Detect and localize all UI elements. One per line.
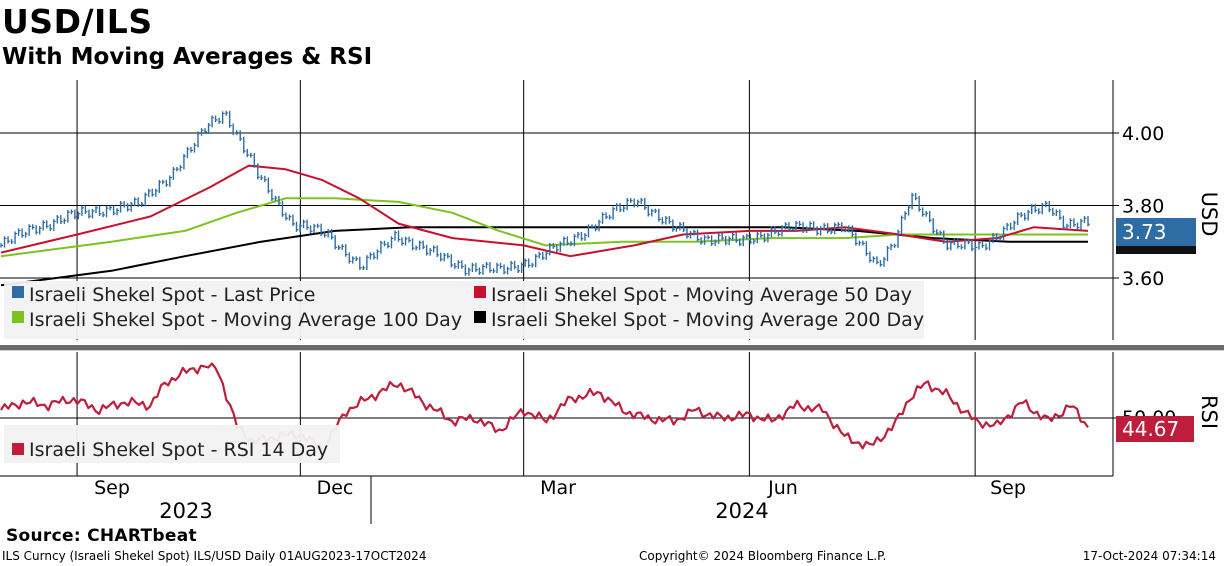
rsi-last-value: 44.67 [1122, 417, 1179, 441]
x-tick-label: Mar [540, 477, 576, 499]
price-axis-title: USD [1197, 192, 1221, 237]
price-last-value-box [1116, 218, 1196, 246]
legend-label: Israeli Shekel Spot - Moving Average 100… [29, 309, 462, 331]
price-last-value: 3.73 [1122, 220, 1167, 244]
price-tick-label: 3.60 [1122, 268, 1164, 290]
rsi-last-value-box [1116, 416, 1194, 442]
panel-divider-shadow [0, 350, 1224, 351]
legend-label: Israeli Shekel Spot - RSI 14 Day [29, 439, 328, 461]
legend-swatch [12, 286, 24, 298]
x-tick-label: Jun [767, 477, 798, 499]
source-note: Source: CHARTbeat [6, 526, 197, 546]
year-label: 2024 [715, 499, 768, 523]
x-tick-label: Dec [317, 477, 354, 499]
rsi-axis-title: RSI [1197, 395, 1221, 429]
legend-label: Israeli Shekel Spot - Moving Average 200… [491, 309, 924, 331]
legend-label: Israeli Shekel Spot - Last Price [29, 284, 315, 306]
series-line-ma100 [0, 197, 1088, 258]
legend-swatch [12, 311, 24, 323]
series-line-ma200 [0, 226, 1088, 287]
price-last-value-shadow [1116, 246, 1196, 254]
price-legend-box [4, 281, 924, 339]
timestamp: 17-Oct-2024 07:34:14 [1082, 549, 1216, 563]
x-tick-label: Sep [990, 477, 1026, 499]
panel-divider [0, 345, 1224, 350]
chart-subtitle: With Moving Averages & RSI [2, 44, 373, 70]
year-label: 2023 [159, 499, 212, 523]
legend-label: Israeli Shekel Spot - Moving Average 50 … [491, 284, 912, 306]
legend-swatch [12, 443, 24, 455]
series-line-ma50 [0, 164, 1089, 258]
copyright-note: Copyright© 2024 Bloomberg Finance L.P. [639, 549, 887, 563]
series-description: ILS Curncy (Israeli Shekel Spot) ILS/USD… [2, 549, 427, 563]
x-tick-label: Sep [94, 477, 130, 499]
series-line-rsi [0, 362, 1089, 452]
rsi-legend-box [4, 425, 340, 463]
price-tick-label: 3.80 [1122, 196, 1164, 218]
legend-swatch [474, 286, 486, 298]
chart-title: USD/ILS [2, 2, 153, 41]
price-tick-label: 4.00 [1122, 123, 1164, 145]
legend-swatch [474, 311, 486, 323]
